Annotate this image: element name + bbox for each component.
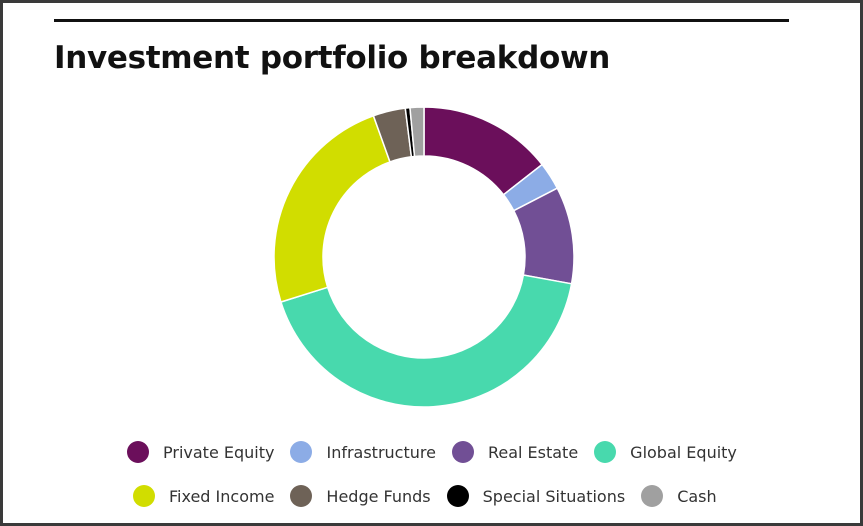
legend-item-real-estate: Real Estate	[451, 441, 579, 463]
legend-swatch-real-estate	[451, 441, 474, 463]
legend-label: Infrastructure	[326, 442, 436, 462]
legend-item-global-equity: Global Equity	[594, 441, 737, 463]
legend-swatch-hedge-funds	[290, 485, 313, 507]
legend-swatch-global-equity	[594, 441, 617, 463]
legend-row-1: Private Equity Infrastructure Real Estat…	[127, 441, 753, 463]
top-rule	[54, 19, 789, 22]
legend-item-special-situations: Special Situations	[446, 485, 626, 507]
legend-item-fixed-income: Fixed Income	[133, 485, 274, 507]
legend-label: Real Estate	[487, 442, 579, 462]
legend-label: Cash	[677, 486, 717, 506]
legend-swatch-cash	[641, 485, 664, 507]
legend-item-private-equity: Private Equity	[127, 441, 274, 463]
donut-slice-fixed-income	[273, 114, 391, 303]
legend-item-hedge-funds: Hedge Funds	[290, 485, 431, 507]
legend-item-infrastructure: Infrastructure	[290, 441, 436, 463]
legend-swatch-infrastructure	[290, 441, 313, 463]
legend-label: Private Equity	[163, 442, 275, 462]
legend-label: Fixed Income	[169, 486, 275, 506]
donut-slice-cash	[409, 106, 425, 158]
legend-label: Hedge Funds	[326, 486, 431, 506]
chart-title: Investment portfolio breakdown	[54, 40, 611, 76]
legend-label: Special Situations	[482, 486, 626, 506]
legend-label: Global Equity	[630, 442, 737, 462]
legend-swatch-private-equity	[127, 441, 149, 463]
donut-slice-global-equity	[279, 274, 573, 408]
legend-item-cash: Cash	[641, 485, 717, 507]
legend-swatch-special-situations	[446, 485, 469, 507]
legend-row-2: Fixed Income Hedge Funds Special Situati…	[133, 485, 733, 507]
legend-swatch-fixed-income	[133, 485, 155, 507]
